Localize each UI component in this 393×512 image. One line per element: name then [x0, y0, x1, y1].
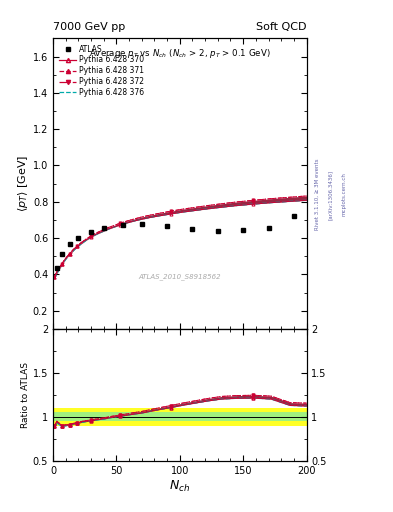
Legend: ATLAS, Pythia 6.428 370, Pythia 6.428 371, Pythia 6.428 372, Pythia 6.428 376: ATLAS, Pythia 6.428 370, Pythia 6.428 37…	[57, 42, 147, 99]
Text: Soft QCD: Soft QCD	[256, 22, 307, 32]
Bar	[53, 408, 307, 425]
Text: Rivet 3.1.10, ≥ 3M events: Rivet 3.1.10, ≥ 3M events	[314, 159, 320, 230]
Text: mcplots.cern.ch: mcplots.cern.ch	[341, 173, 346, 217]
Text: 7000 GeV pp: 7000 GeV pp	[53, 22, 125, 32]
Bar	[53, 412, 307, 421]
Text: Average $p_T$ vs $N_{ch}$ ($N_{ch}$ > 2, $p_T$ > 0.1 GeV): Average $p_T$ vs $N_{ch}$ ($N_{ch}$ > 2,…	[89, 47, 271, 60]
Y-axis label: $\langle p_T \rangle$ [GeV]: $\langle p_T \rangle$ [GeV]	[16, 155, 30, 212]
X-axis label: $N_{ch}$: $N_{ch}$	[169, 478, 190, 494]
Y-axis label: Ratio to ATLAS: Ratio to ATLAS	[21, 362, 30, 428]
Text: ATLAS_2010_S8918562: ATLAS_2010_S8918562	[138, 273, 221, 280]
Text: [arXiv:1306.3436]: [arXiv:1306.3436]	[328, 169, 333, 220]
